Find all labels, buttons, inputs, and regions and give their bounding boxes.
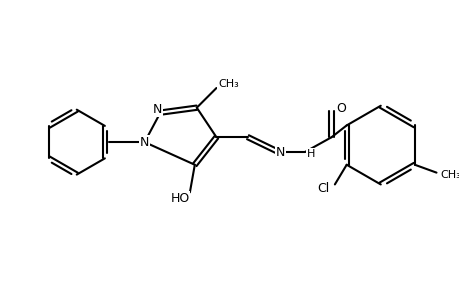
Text: CH₃: CH₃ <box>439 169 459 180</box>
Text: N: N <box>275 146 285 160</box>
Text: HO: HO <box>170 192 189 205</box>
Text: H: H <box>306 149 314 159</box>
Text: N: N <box>152 103 162 116</box>
Text: N: N <box>140 136 149 148</box>
Text: CH₃: CH₃ <box>218 79 238 89</box>
Text: O: O <box>336 102 346 115</box>
Text: Cl: Cl <box>316 182 329 195</box>
